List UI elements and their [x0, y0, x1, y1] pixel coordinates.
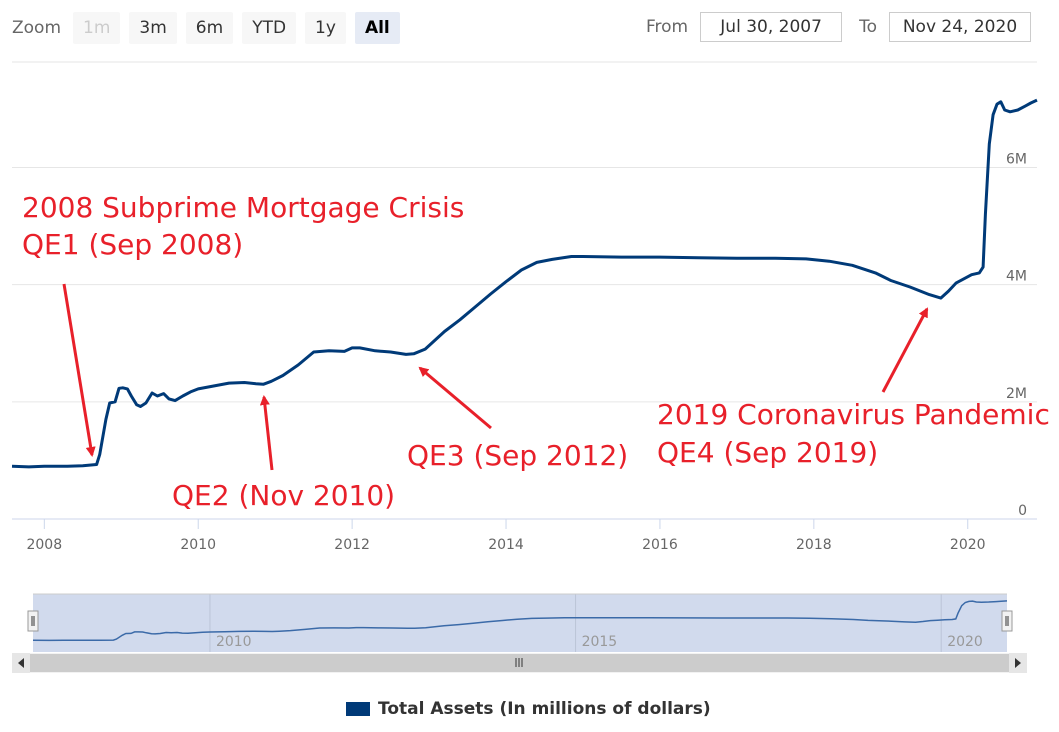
handle-right-box[interactable] — [1001, 610, 1013, 632]
y-tick-label: 0 — [1018, 503, 1027, 519]
zoom-bar: Zoom 1m 3m 6m YTD 1y All — [12, 12, 409, 44]
to-label: To — [859, 17, 877, 37]
x-tick-label: 2010 — [180, 537, 216, 553]
annotation-text: QE3 (Sep 2012) — [407, 439, 628, 472]
zoom-ytd-button[interactable]: YTD — [242, 12, 297, 44]
zoom-1m-button[interactable]: 1m — [73, 12, 121, 44]
y-tick-label: 6M — [1006, 151, 1027, 167]
navigator-series-line — [32, 600, 1008, 642]
from-date-input[interactable]: Jul 30, 2007 — [700, 12, 843, 42]
legend-swatch — [346, 702, 370, 716]
annotation-arrow — [881, 307, 929, 393]
navigator-mask[interactable] — [33, 594, 1007, 652]
triangle-left-icon — [18, 658, 24, 668]
x-tick-label: 2020 — [950, 537, 986, 553]
annotation-text: QE4 (Sep 2019) — [657, 436, 878, 469]
x-tick-label: 2014 — [488, 537, 524, 553]
y-tick-label: 2M — [1006, 386, 1027, 402]
navigator-label: 2020 — [947, 634, 983, 650]
scrollbar[interactable] — [12, 653, 1027, 673]
annotation-text: QE2 (Nov 2010) — [172, 479, 395, 512]
navigator-label: 2015 — [582, 634, 618, 650]
annotation-text: QE1 (Sep 2008) — [22, 228, 243, 261]
navigator-background — [12, 594, 1027, 652]
navigator[interactable]: 2010 2015 2020 — [12, 593, 1027, 652]
y-tick-label: 4M — [1006, 269, 1027, 285]
zoom-label: Zoom — [12, 18, 62, 38]
zoom-1y-button[interactable]: 1y — [305, 12, 346, 44]
zoom-3m-button[interactable]: 3m — [129, 12, 177, 44]
navigator-grid — [209, 594, 942, 652]
handle-left-box[interactable] — [27, 610, 39, 632]
annotations: 2008 Subprime Mortgage Crisis QE1 (Sep 20… — [22, 191, 1050, 512]
y-axis-ticks: 0 2M 4M 6M — [1006, 151, 1027, 519]
x-tick-label: 2008 — [26, 537, 62, 553]
scrollbar-thumb[interactable] — [30, 654, 1010, 672]
navigator-labels: 2010 2015 2020 — [216, 634, 983, 650]
zoom-6m-button[interactable]: 6m — [185, 12, 234, 44]
from-label: From — [645, 17, 689, 37]
annotation-arrow — [259, 395, 274, 471]
navigator-handle-left[interactable] — [27, 610, 39, 632]
to-date-input[interactable]: Nov 24, 2020 — [889, 12, 1031, 42]
x-tick-label: 2016 — [642, 537, 678, 553]
zoom-all-button[interactable]: All — [354, 12, 400, 44]
annotation-arrow — [62, 283, 96, 457]
series-line-total-assets — [11, 98, 1038, 469]
navigator-label: 2010 — [216, 634, 252, 650]
legend[interactable]: Total Assets (In millions of dollars) — [346, 699, 711, 719]
x-tick-label: 2012 — [334, 537, 370, 553]
date-range: From Jul 30, 2007 To Nov 24, 2020 — [646, 12, 1031, 42]
x-tick-label: 2018 — [796, 537, 832, 553]
annotation-arrow — [418, 366, 492, 430]
navigator-handle-right[interactable] — [1001, 610, 1013, 632]
annotation-text: 2008 Subprime Mortgage Crisis — [22, 191, 464, 224]
triangle-right-icon — [1015, 658, 1021, 668]
annotation-text: 2019 Coronavirus Pandemic — [657, 398, 1050, 431]
legend-label: Total Assets (In millions of dollars) — [378, 699, 711, 719]
x-axis: 2008 2010 2012 2014 2016 2018 2020 — [12, 518, 1037, 553]
